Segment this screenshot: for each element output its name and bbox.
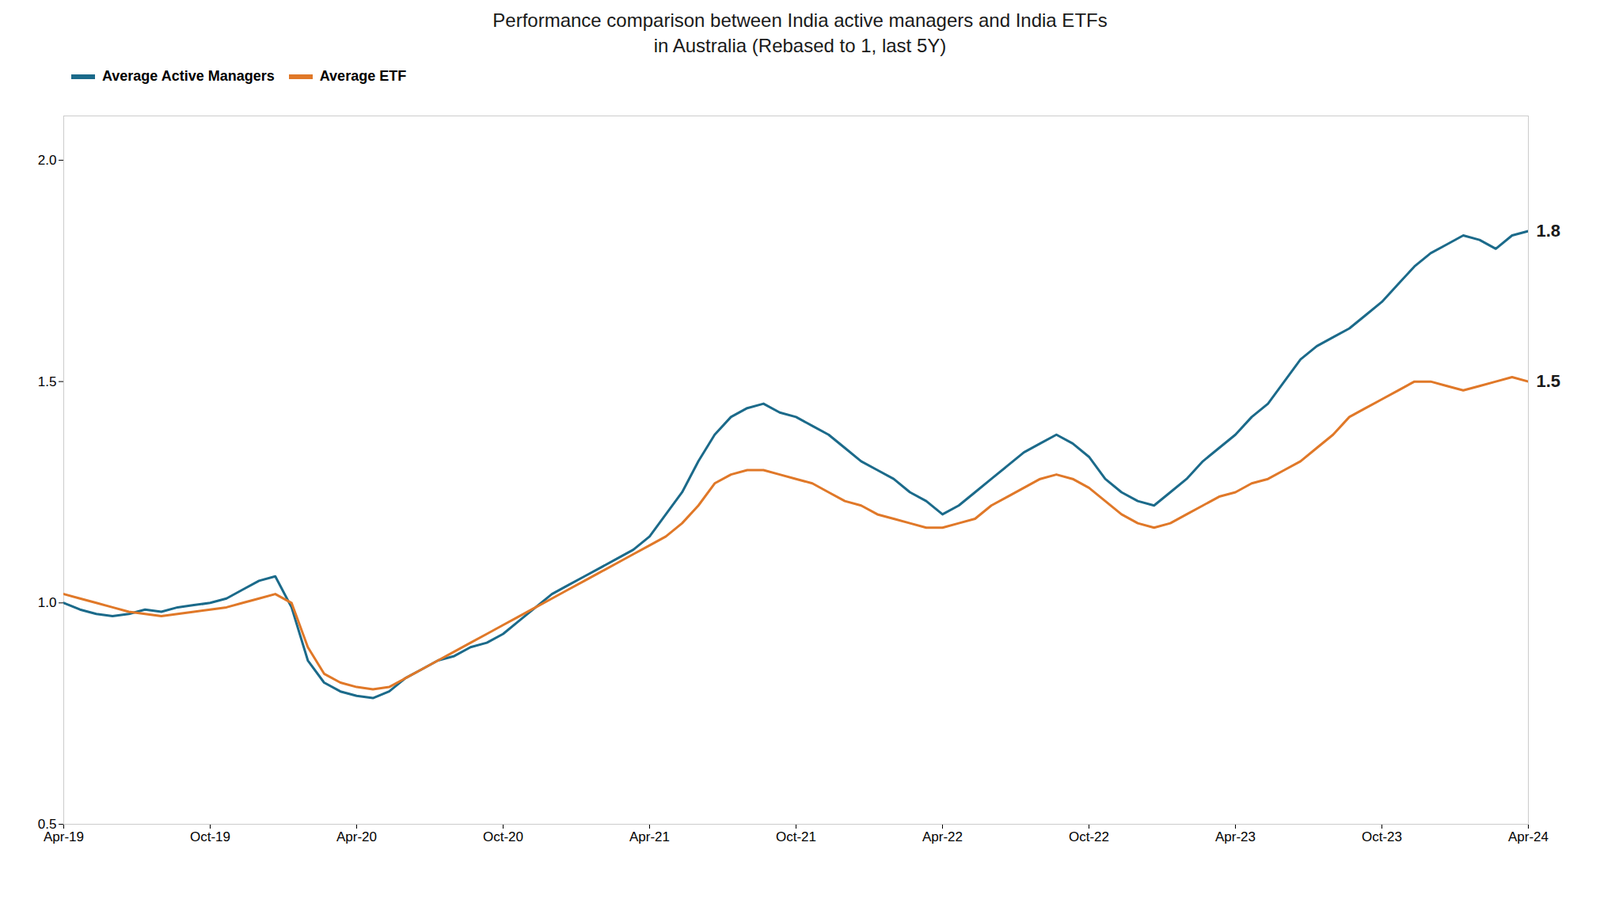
svg-text:Oct-22: Oct-22 [1068,829,1110,845]
svg-text:1.8: 1.8 [1536,220,1562,241]
svg-text:Oct-21: Oct-21 [775,829,817,845]
svg-text:Apr-23: Apr-23 [1215,829,1256,845]
html-text:Average Active Managers: Average Active Managers [102,68,275,84]
svg-text:Oct-19: Oct-19 [190,829,231,845]
html-text:Average ETF: Average ETF [319,68,407,84]
svg-text:Oct-23: Oct-23 [1361,829,1403,845]
svg-text:2.0: 2.0 [38,152,58,168]
svg-text:Apr-19: Apr-19 [43,829,84,845]
svg-text:1.5: 1.5 [1536,371,1562,392]
svg-text:Apr-21: Apr-21 [629,829,670,845]
svg-text:1.5: 1.5 [38,374,58,390]
svg-text:0.5: 0.5 [37,816,57,832]
html-text:Performance comparison between: Performance comparison between India act… [492,9,1108,31]
svg-text:Apr-20: Apr-20 [336,829,377,845]
svg-text:Oct-20: Oct-20 [482,829,524,845]
svg-text:1.0: 1.0 [38,595,58,611]
svg-text:Apr-24: Apr-24 [1508,829,1549,845]
svg-text:Apr-22: Apr-22 [922,829,963,845]
html-text:in Australia (Rebased to 1, la: in Australia (Rebased to 1, last 5Y) [653,34,947,57]
